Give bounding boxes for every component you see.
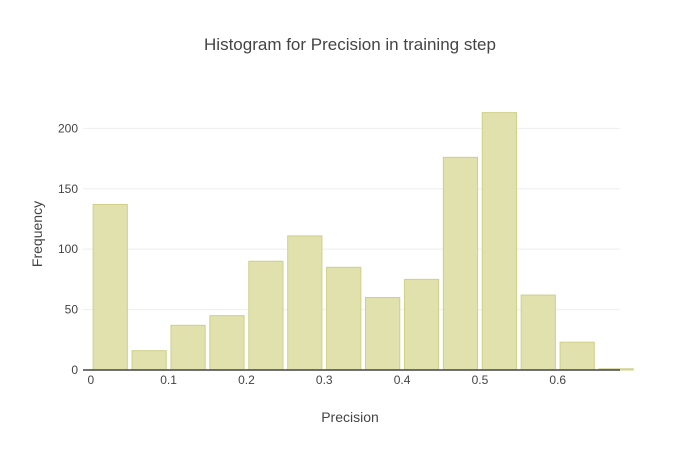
histogram-bar — [170, 324, 206, 371]
histogram-bar — [287, 235, 323, 371]
y-axis-title: Frequency — [29, 201, 45, 267]
histogram-bar — [559, 341, 595, 371]
histogram-bar — [365, 297, 401, 371]
y-tick-label: 200 — [58, 121, 78, 135]
x-tick-labels: 0 0.1 0.2 0.3 0.4 0.5 0.6 — [87, 373, 566, 387]
chart-title: Histogram for Precision in training step — [204, 35, 496, 54]
histogram-bar — [520, 294, 556, 371]
x-tick-label: 0.4 — [394, 373, 411, 387]
histogram-bar — [326, 266, 362, 371]
histogram-bar — [442, 156, 479, 371]
y-tick-label: 150 — [58, 182, 78, 196]
y-tick-label: 0 — [71, 363, 78, 377]
histogram-bar — [403, 278, 440, 371]
histogram-bar — [248, 260, 284, 371]
histogram-bar — [481, 112, 517, 371]
x-tick-label: 0.3 — [316, 373, 333, 387]
bars-layer — [92, 112, 634, 371]
histogram-bar — [209, 315, 245, 371]
histogram-bar — [131, 350, 167, 371]
y-tick-label: 50 — [65, 303, 79, 317]
x-tick-label: 0.1 — [160, 373, 177, 387]
histogram-bar — [92, 203, 128, 371]
y-tick-labels: 0 50 100 150 200 — [58, 121, 78, 377]
x-tick-label: 0.5 — [472, 373, 489, 387]
x-tick-label: 0.2 — [238, 373, 255, 387]
x-tick-label: 0 — [87, 373, 94, 387]
x-axis-title: Precision — [321, 409, 379, 425]
y-tick-label: 100 — [58, 242, 78, 256]
x-tick-label: 0.6 — [549, 373, 566, 387]
